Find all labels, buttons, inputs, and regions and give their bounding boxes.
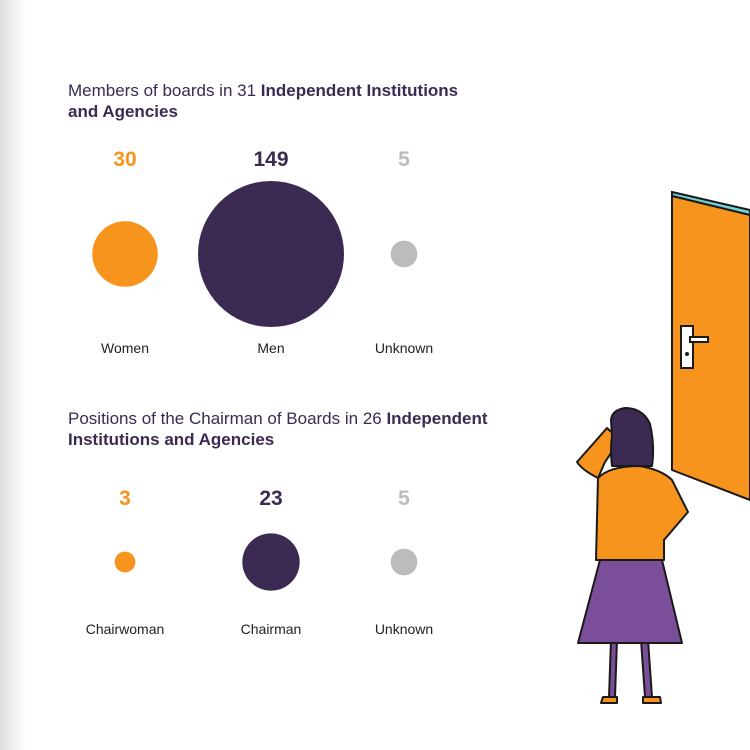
bubble-unknown <box>390 548 418 576</box>
category-label-chairwoman: Chairwoman <box>86 621 165 637</box>
value-label-men: 149 <box>253 148 288 171</box>
bubble-chairman <box>242 533 300 591</box>
bubble-chairwoman <box>114 551 136 573</box>
category-label-women: Women <box>101 340 149 356</box>
page-edge-shadow <box>0 0 26 750</box>
bubble-men <box>198 181 344 327</box>
woman-looking-at-door-illustration <box>576 190 750 704</box>
chairman-positions-bubble-chart: 3 Chairwoman 23 Chairman 5 Unknown <box>86 487 433 637</box>
category-label-unknown: Unknown <box>375 340 433 356</box>
chart-1-title: Members of boards in 31 Independent Inst… <box>68 80 488 122</box>
value-label-unknown: 5 <box>398 487 410 510</box>
value-label-chairman: 23 <box>259 487 282 510</box>
value-label-unknown: 5 <box>398 148 410 171</box>
chart-2-title: Positions of the Chairman of Boards in 2… <box>68 408 488 450</box>
chart-2-title-regular: Positions of the Chairman of Boards in 2… <box>68 409 387 428</box>
chart-1-title-bold: Independent Institutions and Agencies <box>68 81 459 121</box>
category-label-chairman: Chairman <box>241 621 302 637</box>
chart-2-title-bold: Independent Institutions and Agencies <box>68 409 488 449</box>
chart-1-title-regular: Members of boards in 31 <box>68 81 261 100</box>
door-icon <box>671 190 750 502</box>
bubble-unknown <box>390 240 418 268</box>
value-label-chairwoman: 3 <box>119 487 131 510</box>
category-label-unknown: Unknown <box>375 621 433 637</box>
woman-figure-icon <box>576 407 689 704</box>
value-label-women: 30 <box>113 148 136 171</box>
category-label-men: Men <box>257 340 284 356</box>
bubble-women <box>92 221 158 287</box>
board-members-bubble-chart: 30 Women 149 Men 5 Unknown <box>92 148 433 356</box>
